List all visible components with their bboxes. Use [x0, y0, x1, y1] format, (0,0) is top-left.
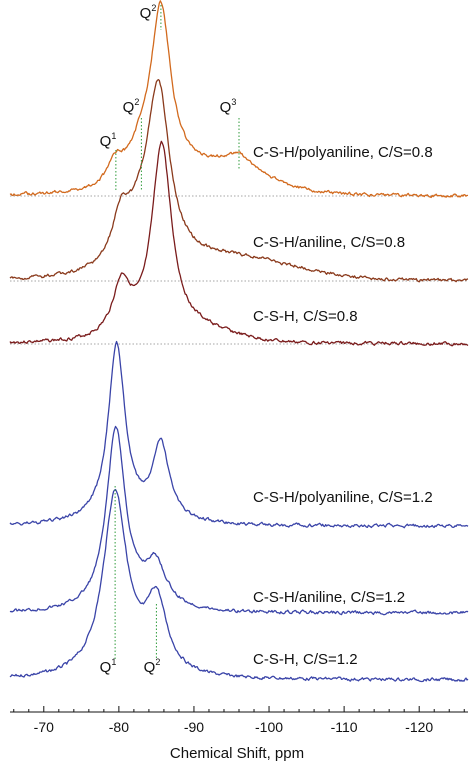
peak-annotations: Q2 Q2 Q1 Q3 Q1 Q2 [100, 3, 237, 676]
spectrum-label-3: C-S-H/polyaniline, C/S=1.2 [253, 489, 433, 506]
spectrum-labels: C-S-H/polyaniline, C/S=0.8 C-S-H/aniline,… [253, 144, 433, 668]
peak-label-0: Q2 [140, 3, 157, 22]
peak-label-5: Q2 [144, 657, 161, 676]
peak-label-1: Q2 [123, 97, 140, 116]
spectrum-trace-3 [9, 340, 469, 529]
peak-label-4: Q1 [100, 657, 117, 676]
spectrum-label-2: C-S-H, C/S=0.8 [253, 308, 358, 325]
spectrum-trace-4 [9, 425, 469, 616]
peak-guide-lines [114, 5, 240, 660]
peak-label-3: Q3 [220, 97, 237, 116]
x-tick-label: -120 [405, 719, 433, 735]
spectrum-label-1: C-S-H/aniline, C/S=0.8 [253, 234, 405, 251]
x-tick-label: -100 [255, 719, 283, 735]
peak-label-2: Q1 [100, 131, 117, 150]
x-axis-title: Chemical Shift, ppm [170, 745, 304, 762]
spectrum-trace-5 [9, 488, 469, 683]
spectrum-label-0: C-S-H/polyaniline, C/S=0.8 [253, 144, 433, 161]
spectrum-trace-1 [9, 79, 469, 283]
x-tick-label: -70 [34, 719, 54, 735]
spectra-traces [9, 0, 469, 683]
x-axis: -70 -80 -90 -100 -110 -120 [10, 706, 468, 735]
spectrum-trace-2 [9, 140, 469, 347]
spectrum-trace-0 [9, 0, 469, 199]
x-tick-label: -110 [331, 719, 358, 735]
x-tick-label: -90 [184, 719, 204, 735]
spectrum-label-4: C-S-H/aniline, C/S=1.2 [253, 589, 405, 606]
spectrum-label-5: C-S-H, C/S=1.2 [253, 651, 358, 668]
x-tick-label: -80 [109, 719, 129, 735]
